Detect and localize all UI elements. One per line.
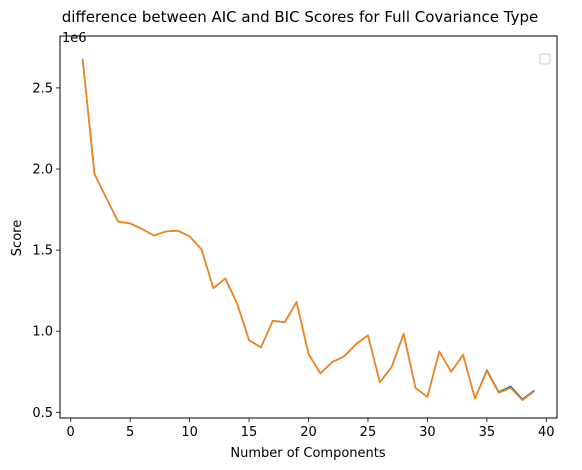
y-tick-label: 2.5 <box>32 81 53 96</box>
y-tick-label: 1.0 <box>32 325 53 340</box>
y-tick-label: 1.5 <box>32 244 53 259</box>
plot-frame <box>59 35 558 419</box>
plot-area <box>59 35 558 419</box>
x-tick-label: 0 <box>67 425 75 440</box>
y-tick-label: 0.5 <box>32 406 53 421</box>
x-axis-label: Number of Components <box>230 446 385 461</box>
x-tick-label: 5 <box>126 425 134 440</box>
x-tick-label: 20 <box>300 425 317 440</box>
x-tick-label: 15 <box>241 425 258 440</box>
x-tick-label: 25 <box>360 425 377 440</box>
x-axis-ticks: 0 5 10 15 20 25 30 35 40 <box>67 418 555 440</box>
y-tick-label: 2.0 <box>32 163 53 178</box>
x-tick-label: 10 <box>181 425 198 440</box>
y-axis-ticks: 0.5 1.0 1.5 2.0 2.5 <box>32 81 60 421</box>
x-tick-label: 40 <box>538 425 555 440</box>
y-offset-label: 1e6 <box>62 31 87 46</box>
x-tick-label: 30 <box>419 425 436 440</box>
series-line-1 <box>81 58 535 401</box>
chart-title: difference between AIC and BIC Scores fo… <box>62 8 538 26</box>
x-tick-label: 35 <box>479 425 496 440</box>
series-line-2 <box>81 58 535 401</box>
series-layer <box>81 58 535 401</box>
y-axis-label: Score <box>10 220 25 256</box>
legend-box <box>539 53 551 65</box>
